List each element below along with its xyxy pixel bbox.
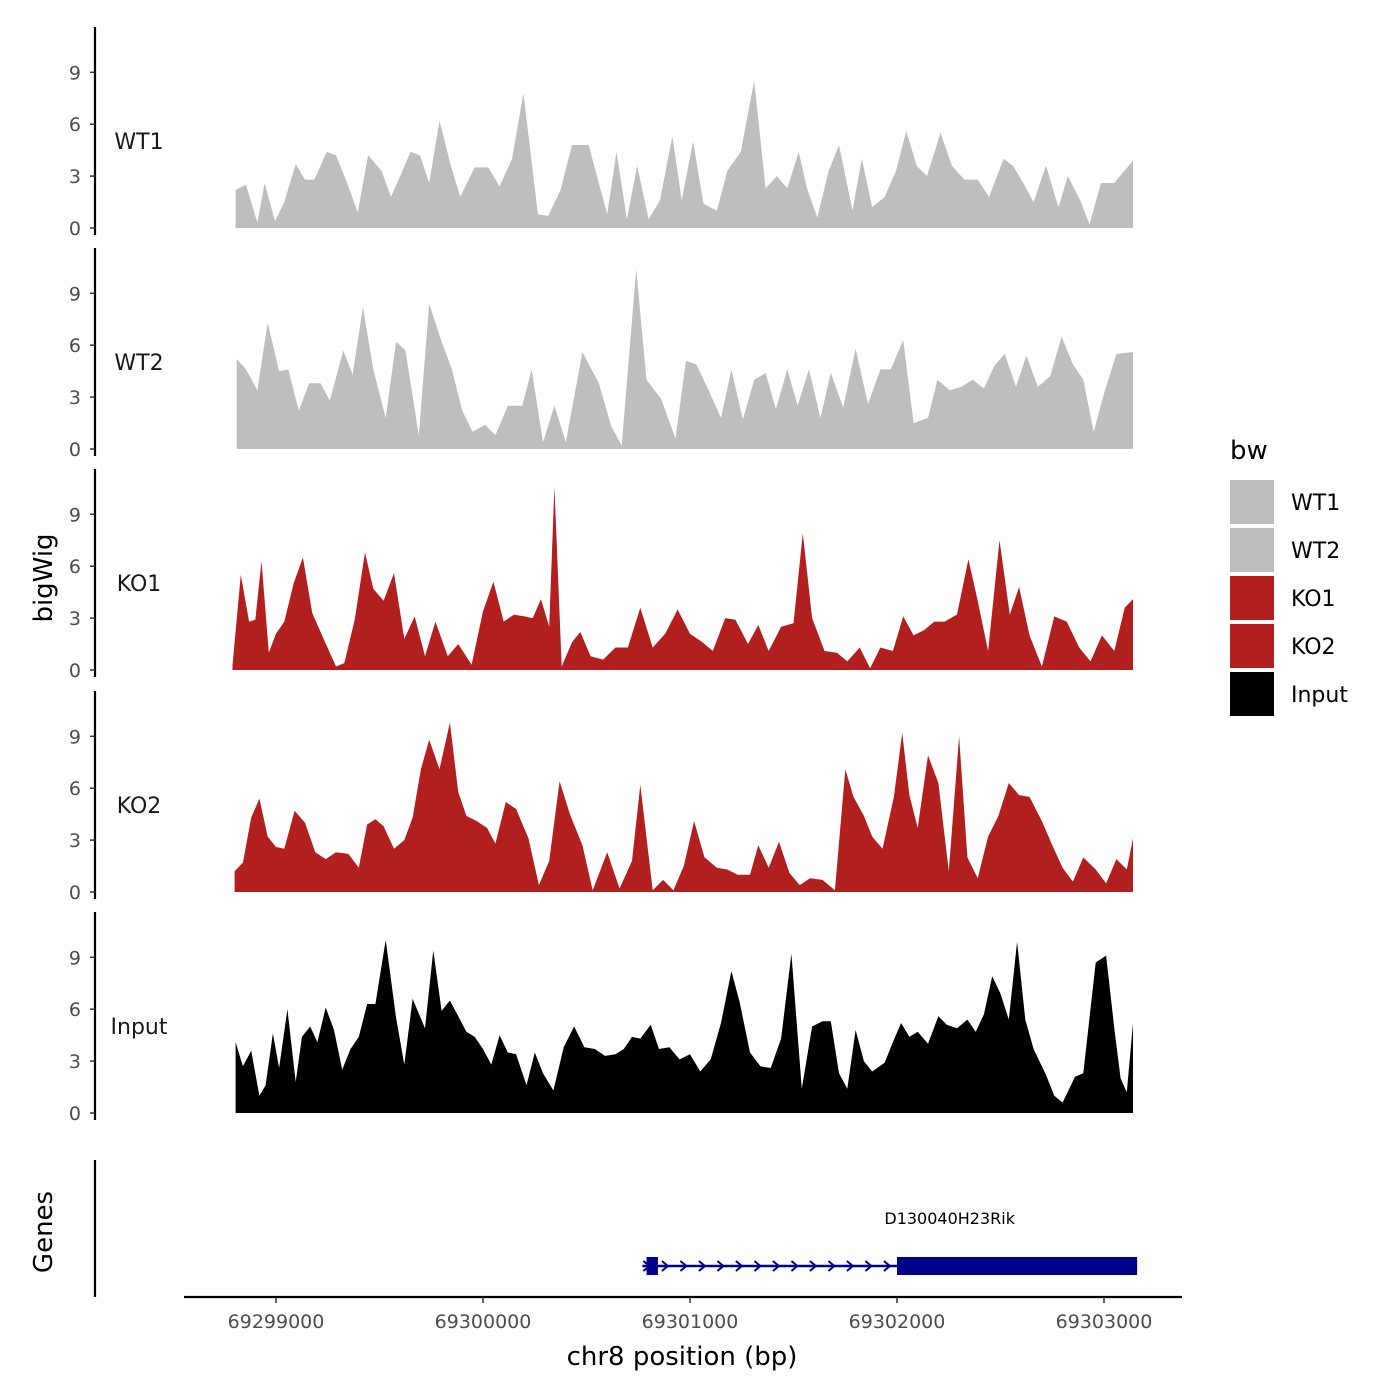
y-tick-label: 9: [69, 62, 81, 84]
gene-exon-large: [897, 1257, 1138, 1275]
x-axis: 69299000 69300000 69301000 69302000 69303000: [184, 1295, 1182, 1333]
y-tick-label: 9: [69, 726, 81, 748]
track-label-wt1: WT1: [114, 130, 163, 155]
y-tick-label: 9: [69, 947, 81, 969]
y-tick-label: 0: [69, 660, 81, 682]
legend-key-ko2: [1230, 624, 1274, 668]
y-tick-label: 3: [69, 1051, 81, 1073]
x-tick-label: 69303000: [1056, 1311, 1153, 1333]
strand-arrow: [883, 1260, 892, 1272]
strand-arrow: [698, 1260, 707, 1272]
strand-arrow: [846, 1260, 855, 1272]
legend-label-ko2: KO2: [1291, 635, 1336, 660]
legend-label-input: Input: [1291, 683, 1348, 708]
track-wt1: 0 3 6 9 WT1: [69, 27, 1134, 240]
y-axis-title: bigWig: [29, 533, 59, 622]
legend-label-ko1: KO1: [1291, 587, 1336, 612]
area-ko2: [234, 722, 1134, 892]
y-tick-label: 6: [69, 556, 81, 578]
strand-arrow: [790, 1260, 799, 1272]
track-label-ko1: KO1: [117, 572, 162, 597]
strand-arrow: [735, 1260, 744, 1272]
track-ko1: 0 3 6 9 KO1: [69, 469, 1133, 682]
x-tick-label: 69299000: [228, 1311, 325, 1333]
track-label-wt2: WT2: [114, 351, 163, 376]
y-tick-label: 0: [69, 218, 81, 240]
area-wt1: [235, 80, 1134, 229]
y-tick-label: 6: [69, 335, 81, 357]
area-input: [235, 940, 1134, 1113]
track-wt2: 0 3 6 9 WT2: [69, 248, 1133, 461]
strand-arrow: [827, 1260, 836, 1272]
y-tick-label: 3: [69, 608, 81, 630]
y-tick-label: 6: [69, 778, 81, 800]
genes-axis-title: Genes: [29, 1191, 59, 1273]
strand-arrow: [809, 1260, 818, 1272]
y-tick-label: 3: [69, 830, 81, 852]
strand-arrow: [661, 1260, 670, 1272]
x-tick-label: 69300000: [435, 1311, 532, 1333]
y-tick-label: 0: [69, 439, 81, 461]
track-label-ko2: KO2: [117, 794, 162, 819]
x-tick-label: 69301000: [642, 1311, 739, 1333]
track-label-input: Input: [111, 1015, 168, 1040]
legend-title: bw: [1230, 436, 1268, 466]
legend-key-ko1: [1230, 576, 1274, 620]
strand-arrow: [642, 1260, 651, 1272]
legend-label-wt1: WT1: [1291, 491, 1340, 516]
y-tick-label: 0: [69, 882, 81, 904]
strand-arrow: [772, 1260, 781, 1272]
strand-arrow: [679, 1260, 688, 1272]
gene-exon-small: [646, 1257, 658, 1275]
y-tick-label: 0: [69, 1103, 81, 1125]
track-ko2: 0 3 6 9 KO2: [69, 691, 1134, 904]
strand-arrow: [864, 1260, 873, 1272]
y-tick-label: 6: [69, 114, 81, 136]
gene-panel: D130040H23Rik: [93, 1160, 1138, 1297]
y-tick-label: 9: [69, 504, 81, 526]
legend-key-input: [1230, 672, 1274, 716]
gene-label: D130040H23Rik: [884, 1209, 1015, 1228]
legend: bw WT1 WT2 KO1 KO2 Input: [1230, 436, 1348, 716]
bigwig-tracks: 0 3 6 9 WT1 0 3 6 9 WT2 0 3 6 9 KO1 0 3 6 9 KO2 0 3 6 9 Input: [69, 27, 1134, 1125]
track-input: 0 3 6 9 Input: [69, 912, 1134, 1125]
legend-key-wt2: [1230, 528, 1274, 572]
x-tick-label: 69302000: [849, 1311, 946, 1333]
x-axis-title: chr8 position (bp): [567, 1342, 798, 1372]
strand-arrow: [716, 1260, 725, 1272]
area-ko1: [232, 486, 1133, 670]
legend-key-wt1: [1230, 480, 1274, 524]
y-tick-label: 3: [69, 387, 81, 409]
y-tick-label: 3: [69, 166, 81, 188]
strand-arrow: [753, 1260, 762, 1272]
legend-label-wt2: WT2: [1291, 539, 1340, 564]
y-tick-label: 9: [69, 283, 81, 305]
y-tick-label: 6: [69, 999, 81, 1021]
area-wt2: [236, 269, 1133, 449]
